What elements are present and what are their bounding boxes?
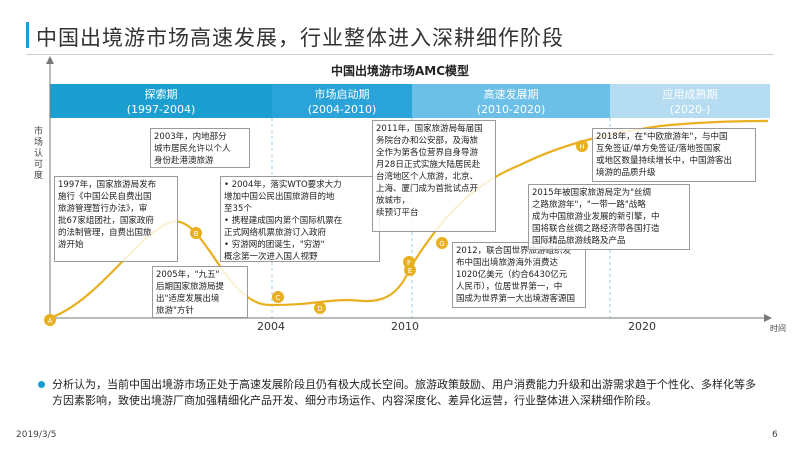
phase-name: 高速发展期 — [483, 88, 539, 101]
phase-years: (2010-2020) — [476, 103, 546, 116]
phase-years: (2004-2010) — [307, 103, 377, 116]
annotation-2011: 2011年，国家旅游局每届国 务院台办和公安部，及海旅 全作为第各位营界自身导游 月2… — [372, 120, 496, 232]
phase-banner-exploration: 探索期 (1997-2004) — [50, 84, 272, 118]
x-axis-arrow — [764, 314, 772, 322]
phase-banner-rapid-growth: 高速发展期 (2010-2020) — [412, 84, 610, 118]
x-axis-label: 时间 — [770, 324, 786, 333]
curve-point-a: A — [44, 314, 56, 326]
annotation-1997: 1997年，国家旅游局发布 施行《中国公民自费出国 旅游管理暂行办法》，审 批67家组… — [54, 176, 178, 262]
curve-point-h: H — [576, 140, 588, 152]
curve-point-label: D — [317, 305, 322, 313]
phase-years: (2020-) — [669, 103, 711, 116]
x-tick-label: 2010 — [391, 320, 419, 333]
title-accent-bar — [26, 22, 29, 48]
curve-point-label: F — [407, 259, 411, 267]
annotation-2015: 2015年被国家旅游局定为"丝绸 之路旅游年"，"一带一路"战略 成为中国旅游业发展… — [528, 184, 690, 250]
phase-name: 探索期 — [144, 88, 178, 101]
summary-paragraph: 分析认为，当前中国出境游市场正处于高速发展阶段且仍有极大成长空间。旅游政策鼓励、… — [38, 377, 758, 409]
curve-point-g: G — [436, 237, 448, 249]
x-tick-label: 2020 — [628, 320, 656, 333]
curve-point-label: C — [276, 294, 281, 302]
curve-point-d: D — [314, 302, 326, 314]
summary-text: 分析认为，当前中国出境游市场正处于高速发展阶段且仍有极大成长空间。旅游政策鼓励、… — [52, 378, 756, 407]
title-divider — [26, 54, 774, 55]
annotation-2018: 2018年，在"中欧旅游年"，与中国 互免签证/单方免签证/落地签国家 或地区数量持… — [592, 128, 756, 182]
annotation-2004-wto: • 2004年，落实WTO要求大力 增加中国公民出国旅游目的地 至35个 • 携程建成… — [220, 176, 380, 262]
annotation-2012: 2012，联合国世界旅游组织发 布中国出境旅游海外消费达 1020亿美元（约合643… — [452, 242, 586, 308]
curve-point-c: C — [272, 291, 284, 303]
chart-title: 中国出境游市场AMC模型 — [330, 64, 470, 78]
x-tick-label: 2004 — [257, 320, 285, 333]
phase-banner-launch: 市场启动期 (2004-2010) — [272, 84, 412, 118]
curve-point-label: G — [439, 240, 444, 248]
phase-years: (1997-2004) — [126, 103, 196, 116]
y-axis-label: 市场认可度 — [34, 127, 44, 181]
curve-point-f: F — [403, 256, 415, 268]
phase-name: 市场启动期 — [314, 88, 370, 101]
annotation-2005: 2005年，"九五" 后期国家旅游局提 出"适度发展出境 旅游"方针 — [152, 266, 248, 318]
curve-point-label: A — [48, 317, 53, 325]
y-axis-arrow — [46, 56, 54, 64]
footer-date: 2019/3/5 — [16, 430, 57, 440]
phase-banner-maturity: 应用成熟期 (2020-) — [610, 84, 770, 118]
page-title: 中国出境游市场高速发展，行业整体进入深耕细作阶段 — [36, 26, 564, 50]
footer-page-number: 6 — [772, 430, 778, 440]
curve-point-b: B — [190, 227, 202, 239]
phase-name: 应用成熟期 — [662, 88, 718, 101]
annotation-2003: 2003年，内地部分 城市居民允许以个人 身份赴港澳旅游 — [150, 128, 250, 168]
curve-point-label: H — [579, 143, 584, 151]
summary-bullet-icon — [38, 381, 45, 388]
curve-point-label: B — [194, 230, 199, 238]
curve-point-label: E — [408, 267, 412, 275]
